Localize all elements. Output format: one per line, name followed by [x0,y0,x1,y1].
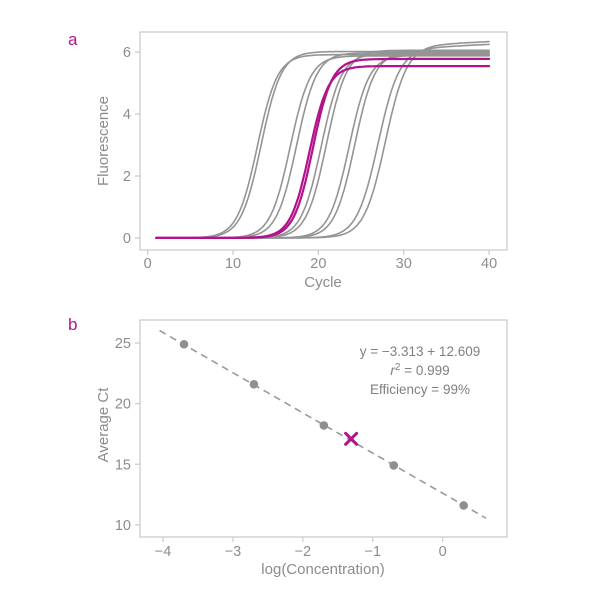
panel-a-amplification-plot: 0 10 20 30 40 0 2 4 6 [123,31,508,272]
x-tick-label: −2 [295,544,312,560]
x-tick-label: 10 [225,256,241,272]
regression-dashed-line [159,329,487,519]
plot-box-border [139,31,508,251]
y-tick-label: 0 [123,231,131,247]
x-tick-label: 40 [481,256,497,272]
panel-a-x-axis-title: Cycle [304,274,342,291]
plot-box-border [139,319,508,538]
standard-point [249,379,259,389]
standard-point [389,461,399,470]
panel-b-standard-curve-plot: −4 −3 −2 −1 0 25 20 15 10 [115,319,508,560]
y-tick-label: 10 [115,518,131,534]
amplification-curve [155,51,490,239]
x-tick-label: 20 [310,256,326,272]
y-tick-label: 4 [123,107,131,123]
y-tick-label: 15 [115,457,131,473]
x-tick-label: −3 [225,544,242,560]
y-tick-label: 2 [123,169,131,185]
panel-b-label: b [68,315,77,334]
fit-equation-text: y = −3.313 + 12.609 [360,344,480,359]
standard-point [319,421,329,430]
x-tick-label: 0 [144,256,152,272]
x-tick-label: 0 [439,544,447,560]
x-tick-label: 30 [396,256,412,272]
amplification-curve [155,53,490,239]
x-tick-label: −1 [365,544,382,560]
amplification-curve [155,51,490,239]
fit-efficiency-text: Efficiency = 99% [370,382,470,397]
panel-b-y-axis-title: Average Ct [95,387,112,463]
highlighted-amplification-curve [155,57,491,239]
panel-a-y-axis-title: Fluorescence [95,96,112,186]
x-tick-label: −4 [155,544,172,560]
standard-point [459,501,468,510]
amplification-curve [155,50,490,239]
y-tick-label: 20 [115,397,131,413]
highlighted-amplification-curve [155,65,491,239]
y-tick-label: 25 [115,336,131,352]
panel-b-x-axis-title: log(Concentration) [261,561,384,578]
panel-a-label: a [68,30,78,49]
standard-point [179,339,189,349]
fit-r-squared-text: r2 = 0.999 [390,362,449,378]
amplification-curve [155,52,490,239]
amplification-curve [155,54,490,239]
amplification-curve [155,49,490,239]
amplification-curve [155,55,490,239]
unknown-sample-x-marker [344,431,359,446]
y-tick-label: 6 [123,45,131,61]
